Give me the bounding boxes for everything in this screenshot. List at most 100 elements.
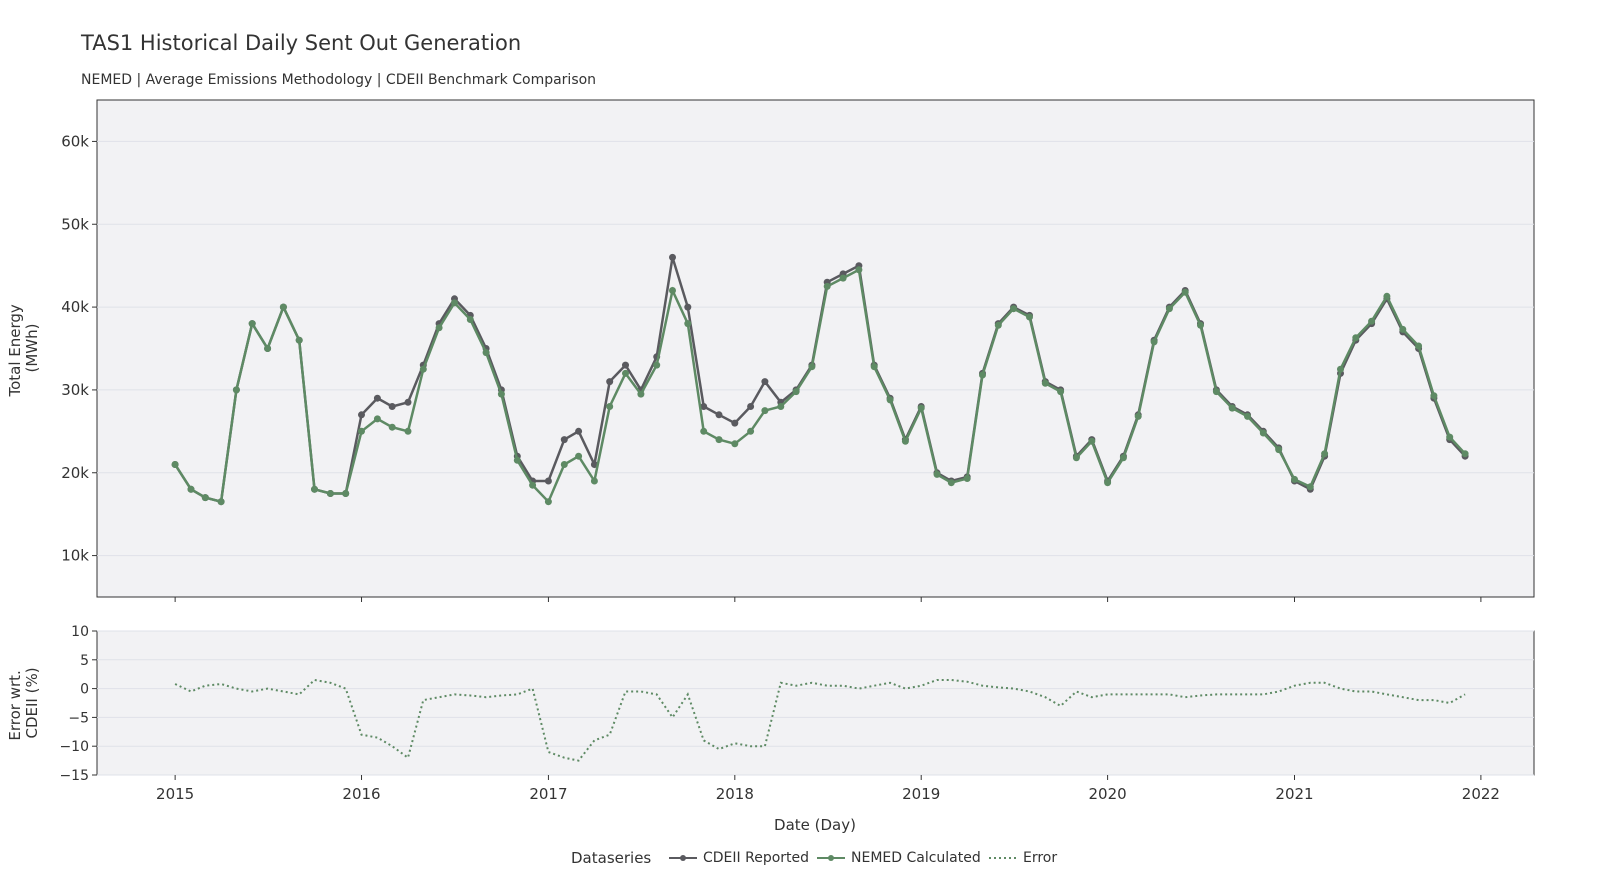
data-point-cdeii-reported: [669, 253, 676, 261]
x-tick-label: 2021: [1275, 785, 1313, 803]
data-point-nemed-calculated: [201, 494, 209, 502]
data-point-cdeii-reported: [388, 403, 396, 410]
bottom-y-axis-label-line-2: CDEII (%): [23, 667, 41, 738]
data-point-nemed-calculated: [279, 303, 287, 311]
bottom-y-tick-label: 5: [80, 653, 89, 669]
data-point-nemed-calculated: [326, 490, 334, 497]
legend-title: Dataseries: [571, 849, 651, 867]
data-point-nemed-calculated: [979, 371, 986, 379]
legend-item-error[interactable]: Error: [989, 850, 1057, 866]
data-point-nemed-calculated: [855, 266, 863, 274]
data-point-nemed-calculated: [715, 436, 723, 444]
data-point-nemed-calculated: [232, 386, 240, 394]
bottom-series-group: [174, 678, 1466, 762]
data-point-nemed-calculated: [747, 427, 755, 435]
bottom-y-axis-label: Error wrt. CDEII (%): [6, 665, 41, 740]
data-point-nemed-calculated: [1399, 325, 1407, 333]
data-point-cdeii-reported: [684, 303, 692, 311]
data-point-nemed-calculated: [606, 403, 614, 410]
data-point-nemed-calculated: [497, 390, 505, 398]
data-point-cdeii-reported: [575, 427, 583, 435]
chart-title: TAS1 Historical Daily Sent Out Generatio…: [80, 31, 521, 55]
data-point-nemed-calculated: [1134, 412, 1142, 420]
series-line-error: [174, 678, 1466, 762]
data-point-nemed-calculated: [1259, 429, 1267, 437]
data-point-nemed-calculated: [466, 316, 474, 323]
data-point-nemed-calculated: [1368, 317, 1376, 325]
legend-label-cdeii-reported: CDEII Reported: [703, 850, 809, 866]
top-y-tick-label: 20k: [61, 464, 89, 482]
data-point-nemed-calculated: [217, 498, 225, 506]
x-tick-label: 2019: [902, 785, 940, 803]
data-point-nemed-calculated: [1461, 450, 1469, 458]
data-point-nemed-calculated: [1383, 292, 1391, 300]
data-point-nemed-calculated: [575, 452, 583, 460]
data-point-nemed-calculated: [419, 365, 427, 373]
data-point-cdeii-reported: [731, 419, 739, 427]
data-point-nemed-calculated: [1026, 313, 1033, 321]
top-y-tick-label: 60k: [61, 132, 89, 150]
data-point-nemed-calculated: [1446, 433, 1454, 441]
data-point-cdeii-reported: [544, 477, 552, 485]
data-point-nemed-calculated: [917, 404, 925, 412]
legend-marker-nemed-calculated: [828, 855, 834, 861]
data-point-nemed-calculated: [171, 461, 179, 468]
x-tick-label: 2018: [716, 785, 754, 803]
data-point-nemed-calculated: [1072, 454, 1080, 462]
legend-item-cdeii-reported[interactable]: CDEII Reported: [669, 850, 809, 866]
data-point-nemed-calculated: [1228, 404, 1236, 412]
data-point-nemed-calculated: [1352, 334, 1360, 342]
data-point-nemed-calculated: [590, 477, 598, 485]
legend-label-nemed-calculated: NEMED Calculated: [851, 850, 981, 866]
bottom-y-tick-labels: −15 −10 −5 0 5 10: [59, 624, 97, 784]
data-point-nemed-calculated: [622, 369, 629, 377]
top-y-tick-label: 10k: [61, 547, 89, 565]
data-point-nemed-calculated: [529, 481, 537, 489]
data-point-nemed-calculated: [669, 287, 676, 294]
data-point-nemed-calculated: [560, 461, 568, 468]
data-point-nemed-calculated: [808, 363, 816, 371]
data-point-nemed-calculated: [311, 485, 318, 493]
data-point-nemed-calculated: [1197, 321, 1204, 329]
data-point-nemed-calculated: [886, 396, 894, 404]
data-point-nemed-calculated: [1165, 305, 1173, 313]
legend-item-nemed-calculated[interactable]: NEMED Calculated: [817, 850, 981, 866]
data-point-cdeii-reported: [358, 411, 365, 419]
data-point-nemed-calculated: [1430, 392, 1438, 400]
bottom-y-tick-label: −15: [59, 768, 89, 784]
bottom-y-tick-label: −5: [68, 710, 89, 726]
data-point-nemed-calculated: [1181, 288, 1189, 296]
data-point-nemed-calculated: [1275, 446, 1283, 454]
data-point-nemed-calculated: [1415, 342, 1423, 350]
data-point-nemed-calculated: [1104, 479, 1112, 487]
x-tick-label: 2016: [342, 785, 380, 803]
top-y-tick-label: 50k: [61, 215, 89, 233]
x-tick-label: 2020: [1089, 785, 1127, 803]
x-tick-label: 2017: [529, 785, 567, 803]
data-point-nemed-calculated: [731, 440, 739, 448]
data-point-nemed-calculated: [187, 485, 195, 493]
data-point-nemed-calculated: [1321, 450, 1329, 458]
data-point-cdeii-reported: [622, 361, 629, 369]
top-series-group: [171, 253, 1469, 506]
data-point-nemed-calculated: [358, 427, 365, 435]
data-point-nemed-calculated: [1212, 388, 1220, 396]
data-point-nemed-calculated: [901, 437, 909, 445]
data-point-nemed-calculated: [388, 423, 396, 431]
data-point-cdeii-reported: [404, 398, 412, 406]
legend-label-error: Error: [1023, 850, 1057, 866]
data-point-cdeii-reported: [590, 461, 598, 468]
data-point-nemed-calculated: [933, 470, 941, 478]
data-point-cdeii-reported: [373, 394, 381, 402]
data-point-nemed-calculated: [404, 427, 412, 435]
data-point-nemed-calculated: [264, 345, 272, 352]
data-point-nemed-calculated: [947, 479, 955, 487]
data-point-nemed-calculated: [963, 475, 971, 482]
data-point-nemed-calculated: [823, 282, 831, 290]
x-axis-label: Date (Day): [774, 816, 856, 834]
data-point-nemed-calculated: [544, 498, 552, 506]
x-tick-label: 2022: [1462, 785, 1500, 803]
data-point-cdeii-reported: [715, 411, 723, 419]
legend[interactable]: Dataseries CDEII Reported NEMED Calculat…: [571, 849, 1057, 867]
